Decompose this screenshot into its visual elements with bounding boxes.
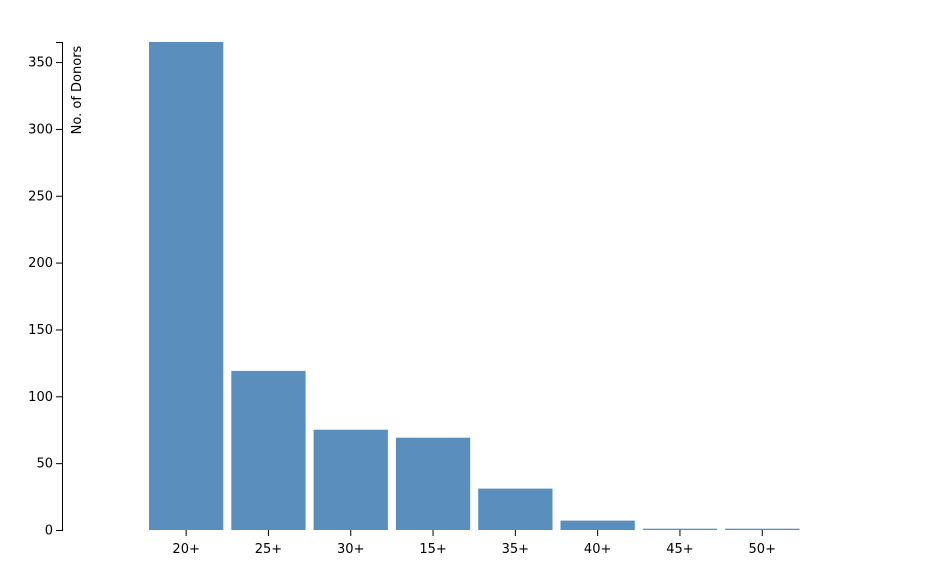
bar-20plus (149, 42, 224, 530)
x-tick-label: 45+ (666, 542, 693, 557)
bar-25plus (231, 370, 306, 530)
x-tick-label: 35+ (502, 542, 529, 557)
bar-40plus (560, 520, 635, 530)
y-tick-label: 250 (28, 189, 53, 204)
y-tick-label: 50 (36, 457, 53, 472)
bar-30plus (313, 429, 388, 530)
y-tick-label: 0 (45, 524, 53, 539)
y-tick-label: 300 (28, 122, 53, 137)
x-tick-label: 20+ (172, 542, 199, 557)
bar-15plus (395, 437, 471, 530)
bar-45plus (642, 528, 718, 530)
x-tick-label: 40+ (584, 542, 611, 557)
x-tick-label: 30+ (337, 542, 364, 557)
y-axis-label: No. of Donors (70, 45, 85, 134)
y-tick-label: 100 (28, 390, 53, 405)
x-tick-label: 50+ (749, 542, 776, 557)
y-axis-line (56, 42, 63, 531)
x-axis: 20+ 25+ 30+ 15+ 35+ 40+ 45+ 50+ (172, 530, 776, 557)
bars-group (149, 42, 800, 530)
x-tick-label: 15+ (419, 542, 446, 557)
y-tick-label: 350 (28, 56, 53, 71)
y-axis: 0 50 100 150 200 250 300 350 (28, 42, 63, 539)
x-tick-label: 25+ (255, 542, 282, 557)
bar-35plus (478, 488, 553, 530)
y-tick-label: 200 (28, 256, 53, 271)
y-tick-label: 150 (28, 323, 53, 338)
bar-50plus (725, 528, 800, 530)
